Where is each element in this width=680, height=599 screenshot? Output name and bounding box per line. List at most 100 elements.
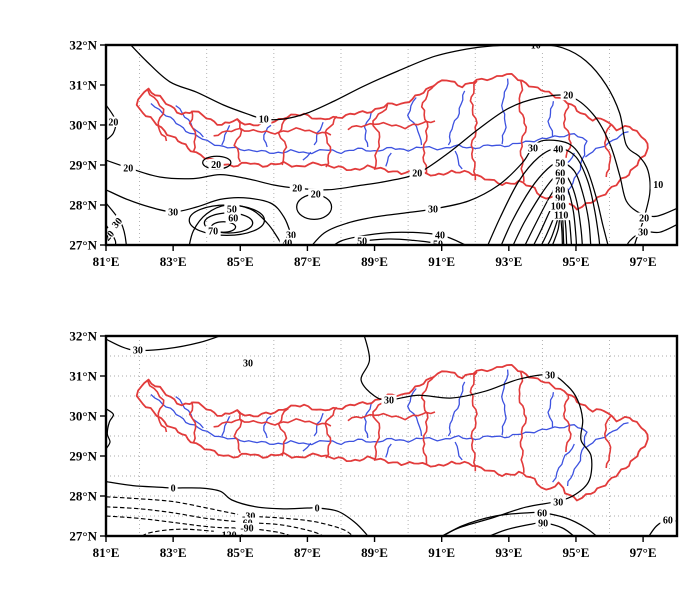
contour-label: 60 (226, 213, 241, 225)
contour-label: 40 (280, 238, 295, 250)
x-axis-label: 89°E (361, 545, 388, 560)
svg-text:110: 110 (554, 211, 568, 222)
contour-30 (625, 223, 680, 251)
contour-label: 70 (206, 226, 221, 238)
x-axis-label: 85°E (227, 545, 254, 560)
x-axis-label: 83°E (160, 545, 187, 560)
x-axis-label: 95°E (563, 545, 590, 560)
y-axis-label: 32°N (69, 38, 97, 53)
y-axis-label: 32°N (69, 329, 97, 344)
svg-text:30: 30 (243, 358, 253, 369)
svg-text:40: 40 (553, 145, 563, 156)
contour-40 (328, 232, 474, 251)
x-axis-label: 81°E (93, 545, 120, 560)
svg-text:10: 10 (259, 115, 269, 126)
contour-label: 60 (660, 515, 675, 527)
y-axis-label: 28°N (69, 489, 97, 504)
svg-text:30: 30 (528, 143, 538, 154)
axis-ticks (100, 336, 643, 542)
contour-90 (480, 523, 576, 540)
x-axis-label: 87°E (294, 545, 321, 560)
svg-text:-90: -90 (240, 524, 253, 535)
contour-lines (106, 334, 680, 540)
svg-text:0: 0 (315, 504, 320, 515)
y-axis-label: 29°N (69, 449, 97, 464)
x-axis-label: 93°E (495, 545, 522, 560)
contour-label: 90 (536, 518, 551, 530)
contour-label: 20 (561, 90, 576, 102)
contour-label: 20 (308, 189, 323, 201)
svg-text:30: 30 (553, 498, 563, 509)
svg-text:70: 70 (208, 227, 218, 238)
svg-text:20: 20 (639, 213, 649, 224)
contour-label: 30 (130, 345, 145, 357)
contour-label: 20 (106, 117, 121, 129)
x-axis-label: 97°E (630, 254, 657, 269)
contour-label: 110 (551, 210, 572, 222)
contour-label: 30 (240, 358, 255, 370)
upper-contour-panel-plot-area: 1010102020202020202020303030303030204040… (100, 40, 680, 251)
contour-40 (485, 148, 600, 251)
svg-text:30: 30 (384, 396, 394, 407)
grid-lines (106, 336, 677, 536)
svg-text:20: 20 (563, 91, 573, 102)
contour-label: 30 (381, 395, 396, 407)
svg-text:20: 20 (292, 183, 302, 194)
contour-label: 30 (166, 207, 181, 219)
contour-lines (106, 42, 680, 251)
contour-label: 40 (551, 144, 566, 156)
x-axis-label: 91°E (428, 545, 455, 560)
x-axis-label: 91°E (428, 254, 455, 269)
x-axis-label: 97°E (630, 545, 657, 560)
x-axis-label: 81°E (93, 254, 120, 269)
river-network (151, 370, 629, 486)
contour-label: 30 (551, 497, 566, 509)
svg-text:30: 30 (638, 227, 648, 238)
svg-text:30: 30 (168, 207, 178, 218)
svg-text:30: 30 (133, 346, 143, 357)
svg-text:10: 10 (653, 180, 663, 191)
contour-label: 20 (637, 213, 652, 225)
contour-label: 20 (410, 168, 425, 180)
x-axis-label: 93°E (495, 254, 522, 269)
contour-label: 30 (636, 227, 651, 239)
x-axis-label: 85°E (227, 254, 254, 269)
panel-border (106, 336, 677, 536)
y-axis-label: 28°N (69, 198, 97, 213)
contour-label: 10 (651, 179, 666, 191)
x-axis-label: 87°E (294, 254, 321, 269)
svg-text:90: 90 (538, 518, 548, 529)
x-axis-label: 95°E (563, 254, 590, 269)
y-axis-label: 29°N (69, 158, 97, 173)
lower-contour-panel: 3030303000-30-60-90-1206090603032°N31°N3… (69, 329, 680, 561)
upper-contour-panel: 1010102020202020202020303030303030204040… (69, 38, 680, 270)
contour-label: 20 (290, 183, 305, 195)
svg-text:20: 20 (108, 117, 118, 128)
svg-text:60: 60 (663, 516, 673, 527)
contour-label: 20 (209, 159, 224, 171)
svg-text:0: 0 (171, 484, 176, 495)
svg-text:60: 60 (228, 213, 238, 224)
y-axis-label: 30°N (69, 409, 97, 424)
contour-label: 30 (425, 204, 440, 216)
contour-label: 0 (169, 483, 178, 495)
contour-label: 20 (121, 163, 136, 175)
contour-label: 30 (543, 370, 558, 382)
svg-text:20: 20 (123, 163, 133, 174)
svg-text:20: 20 (412, 169, 422, 180)
contour-30 (361, 334, 592, 540)
svg-text:30: 30 (428, 205, 438, 216)
figure-canvas: 1010102020202020202020303030303030204040… (40, 16, 680, 583)
contour-label: 0 (313, 503, 322, 515)
contour-label: 10 (256, 114, 271, 126)
contour-label: 30 (525, 143, 540, 155)
y-axis-label: 30°N (69, 118, 97, 133)
x-axis-label: 89°E (361, 254, 388, 269)
sub-basin-dividers (148, 372, 611, 473)
svg-text:30: 30 (545, 370, 555, 381)
contour-labels: 1010102020202020202020303030303030204040… (100, 40, 666, 251)
y-axis-label: 27°N (69, 238, 97, 253)
